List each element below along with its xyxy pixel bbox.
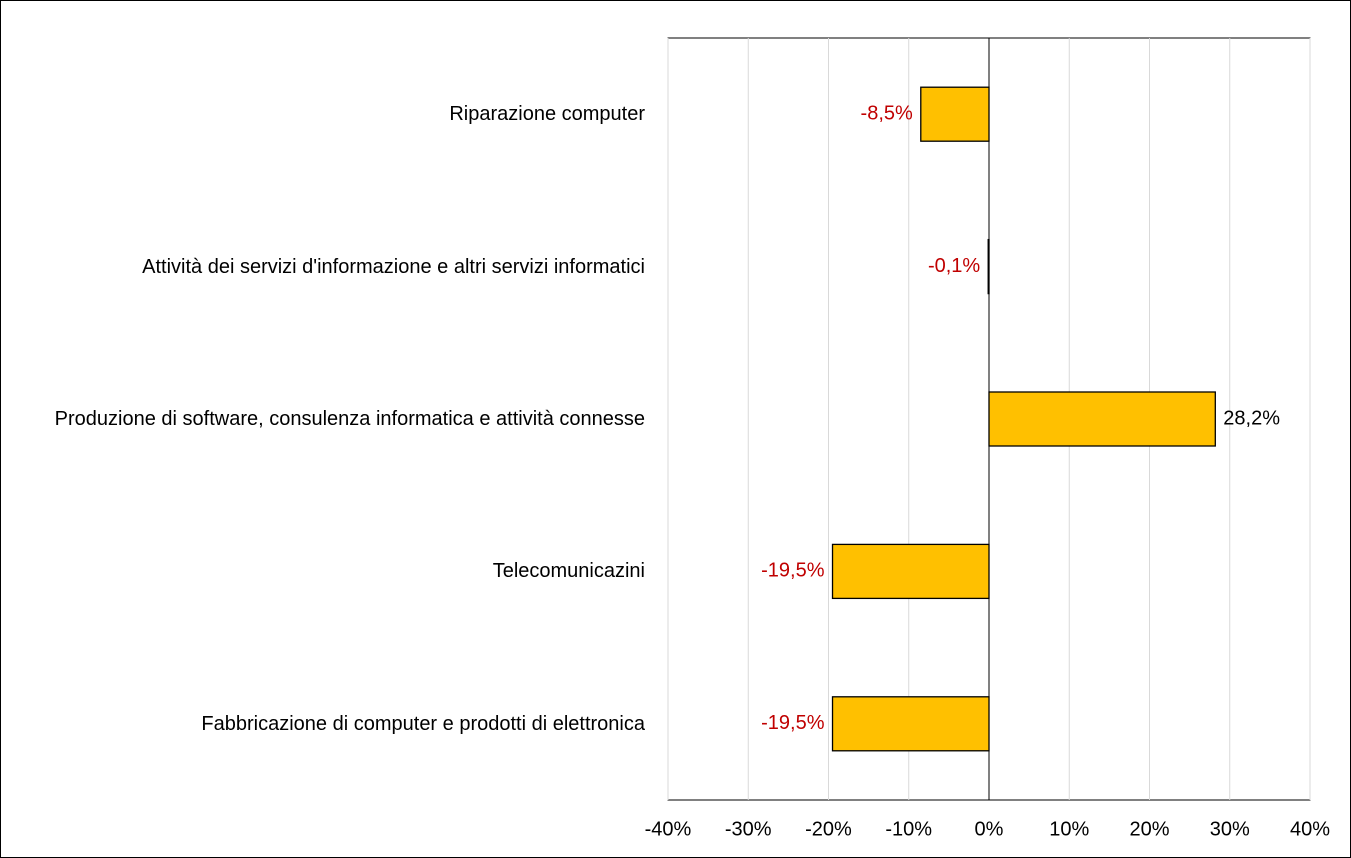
x-tick-label: -30% [725, 818, 772, 840]
x-tick-label: 10% [1049, 818, 1089, 840]
x-tick-label: 40% [1290, 818, 1330, 840]
y-tick-label: Produzione di software, consulenza infor… [10, 406, 645, 432]
value-label: -19,5% [761, 712, 825, 734]
x-tick-label: -20% [805, 818, 852, 840]
value-label: -8,5% [861, 102, 913, 124]
bar [987, 238, 990, 295]
x-tick-label: 0% [975, 818, 1004, 840]
y-tick-label: Fabbricazione di computer e prodotti di … [10, 711, 645, 737]
y-tick-text: Attività dei servizi d'informazione e al… [142, 255, 645, 278]
x-tick-label: -10% [885, 818, 932, 840]
bar [831, 696, 990, 752]
value-label: 28,2% [1223, 407, 1280, 429]
y-tick-label: Telecomunicazini [10, 558, 645, 584]
value-label: -0,1% [928, 255, 980, 277]
y-tick-label: Attività dei servizi d'informazione e al… [10, 254, 645, 280]
x-tick-label: 20% [1129, 818, 1169, 840]
value-label: -19,5% [761, 560, 825, 582]
y-tick-text: Produzione di software, consulenza infor… [54, 408, 645, 430]
bar [988, 391, 1216, 447]
x-tick-label: -40% [645, 818, 692, 840]
y-tick-text: Fabbricazione di computer e prodotti di … [201, 712, 645, 735]
y-tick-label: Riparazione computer [10, 101, 645, 127]
x-tick-label: 30% [1210, 818, 1250, 840]
bar [920, 86, 990, 142]
bar [831, 543, 990, 600]
y-tick-text: Riparazione computer [449, 103, 645, 126]
y-tick-text: Telecomunicazini [492, 560, 645, 583]
